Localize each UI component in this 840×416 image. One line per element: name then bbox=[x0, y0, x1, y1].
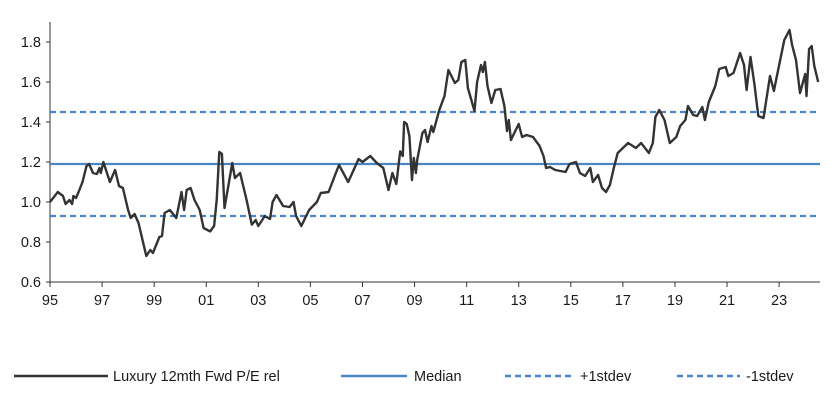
legend-label-series: Luxury 12mth Fwd P/E rel bbox=[113, 369, 280, 385]
y-tick-label: 0.6 bbox=[21, 275, 41, 291]
series-line-luxury-pe-rel bbox=[50, 30, 818, 256]
x-tick-label: 11 bbox=[459, 293, 474, 309]
y-tick-label: 1.6 bbox=[21, 75, 41, 91]
x-tick-label: 01 bbox=[198, 293, 214, 309]
x-tick-label: 07 bbox=[354, 293, 370, 309]
x-tick-label: 97 bbox=[94, 293, 110, 309]
x-tick-label: 17 bbox=[615, 293, 631, 309]
y-tick-label: 0.8 bbox=[21, 235, 41, 251]
legend-label-median: Median bbox=[414, 369, 462, 385]
y-tick-label: 1.2 bbox=[21, 155, 41, 171]
x-tick-label: 15 bbox=[563, 293, 579, 309]
x-tick-label: 05 bbox=[302, 293, 318, 309]
x-tick-label: 99 bbox=[146, 293, 162, 309]
x-tick-label: 03 bbox=[250, 293, 266, 309]
x-tick-label: 19 bbox=[667, 293, 683, 309]
legend: Luxury 12mth Fwd P/E rel Median +1stdev … bbox=[14, 369, 794, 385]
x-tick-label: 09 bbox=[406, 293, 422, 309]
x-tick-label: 95 bbox=[42, 293, 58, 309]
legend-label-plus-1stdev: +1stdev bbox=[580, 369, 632, 385]
legend-label-minus-1stdev: -1stdev bbox=[746, 369, 794, 385]
x-tick-label: 13 bbox=[511, 293, 527, 309]
x-tick-label: 21 bbox=[719, 293, 735, 309]
x-tick-label: 23 bbox=[771, 293, 787, 309]
y-tick-label: 1.8 bbox=[21, 35, 41, 51]
y-tick-label: 1.0 bbox=[21, 195, 41, 211]
y-tick-label: 1.4 bbox=[21, 115, 41, 131]
